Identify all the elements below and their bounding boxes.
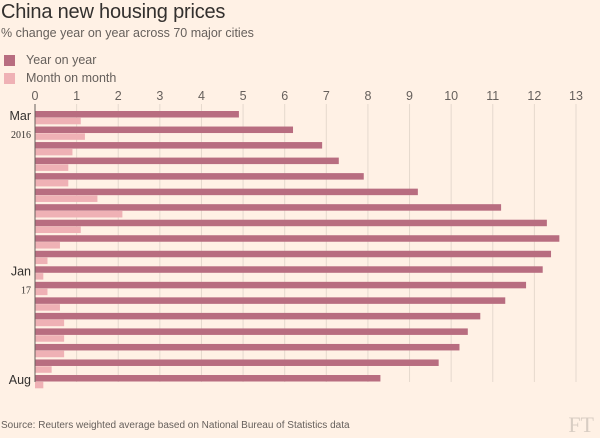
bar-mom-5 (35, 195, 98, 202)
bar-mom-6 (35, 210, 123, 218)
x-tick-label-11: 11 (486, 89, 499, 103)
bar-yoy-11 (35, 281, 527, 289)
legend-item-mom: Month on month (4, 70, 116, 86)
bar-mom-9 (35, 257, 48, 265)
legend-label-yoy: Year on year (26, 53, 97, 67)
x-tick-label-9: 9 (406, 89, 413, 103)
bar-yoy-15 (35, 343, 460, 351)
x-tick-label-7: 7 (323, 89, 330, 103)
chart-subtitle: % change year on year across 70 major ci… (1, 26, 254, 40)
x-tick-label-2: 2 (115, 89, 122, 103)
x-tick-label-13: 13 (569, 89, 583, 103)
bar-yoy-0 (35, 111, 239, 118)
x-tick-label-10: 10 (444, 89, 458, 103)
y-tick-label-year-10: 17 (21, 285, 31, 296)
y-tick-label-month-17: Aug (9, 373, 31, 387)
bar-yoy-10 (35, 266, 543, 273)
source-note: Source: Reuters weighted average based o… (1, 420, 350, 431)
bar-mom-2 (35, 148, 73, 156)
bar-yoy-16 (35, 359, 439, 366)
y-tick-label-month-10: Jan (11, 264, 31, 278)
x-tick-label-6: 6 (281, 89, 288, 103)
bar-mom-10 (35, 273, 44, 280)
bar-mom-1 (35, 133, 85, 140)
legend-label-mom: Month on month (26, 71, 117, 85)
bar-yoy-8 (35, 235, 560, 242)
bar-yoy-6 (35, 204, 502, 211)
bar-mom-0 (35, 117, 81, 125)
bar-mom-4 (35, 179, 69, 187)
chart-title: China new housing prices (1, 1, 226, 23)
bar-yoy-12 (35, 297, 506, 304)
bar-yoy-3 (35, 157, 339, 165)
bar-yoy-13 (35, 312, 481, 320)
bar-yoy-17 (35, 375, 381, 382)
bar-mom-16 (35, 366, 52, 373)
bar-mom-11 (35, 288, 48, 296)
bar-yoy-1 (35, 126, 294, 134)
x-tick-label-8: 8 (364, 89, 371, 103)
bar-mom-12 (35, 304, 60, 311)
legend-swatch-mom (4, 72, 15, 84)
bar-yoy-5 (35, 188, 418, 196)
bar-yoy-4 (35, 173, 364, 180)
bar-yoy-7 (35, 219, 547, 227)
y-tick-label-month-0: Mar (9, 109, 31, 123)
bar-yoy-9 (35, 250, 552, 258)
bar-mom-3 (35, 164, 69, 171)
legend-swatch-yoy (4, 54, 15, 66)
legend: Year on year Month on month (4, 52, 116, 88)
bar-mom-15 (35, 350, 65, 358)
bar-mom-7 (35, 226, 81, 234)
x-tick-label-1: 1 (73, 89, 80, 103)
x-tick-label-12: 12 (527, 89, 541, 103)
x-tick-label-3: 3 (156, 89, 163, 103)
bar-mom-17 (35, 381, 44, 389)
bar-mom-13 (35, 319, 65, 327)
x-tick-label-4: 4 (198, 89, 205, 103)
legend-item-yoy: Year on year (4, 52, 116, 68)
x-tick-label-0: 0 (32, 89, 39, 103)
bar-mom-8 (35, 242, 60, 249)
y-tick-label-year-0: 2016 (11, 130, 31, 141)
bar-mom-14 (35, 335, 65, 342)
bar-yoy-2 (35, 142, 323, 149)
ft-logo: FT (568, 412, 594, 437)
bar-yoy-14 (35, 328, 468, 335)
x-tick-label-5: 5 (240, 89, 247, 103)
